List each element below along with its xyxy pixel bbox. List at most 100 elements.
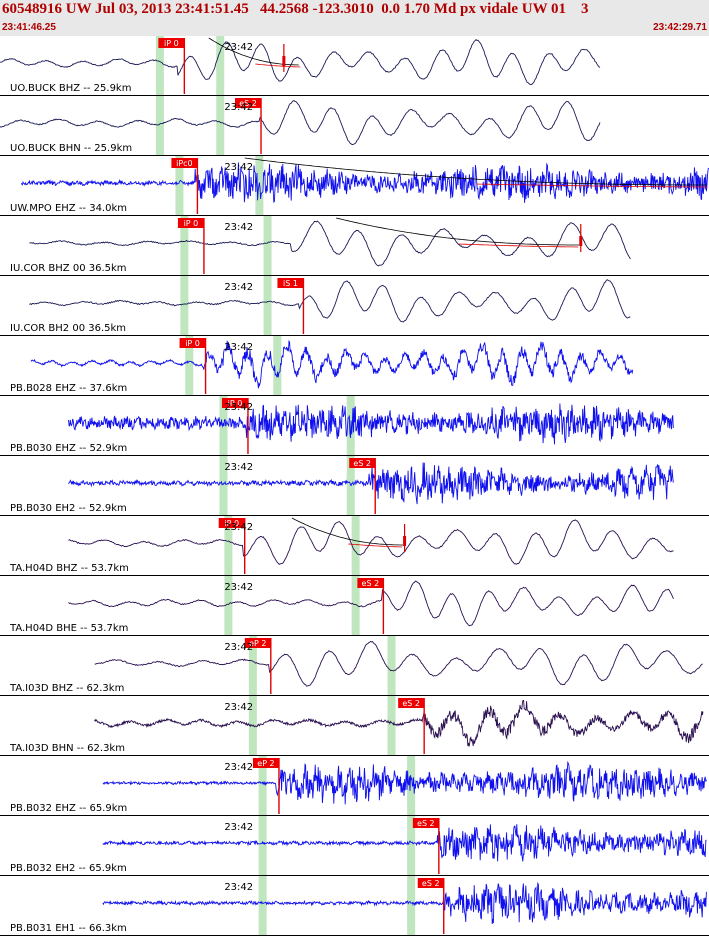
waveform-trace xyxy=(102,760,707,805)
waveform-trace xyxy=(20,162,709,203)
channel-label: UW.MPO EHZ -- 34.0km xyxy=(10,203,127,214)
channel-label: TA.I03D BHZ -- 62.3km xyxy=(9,683,124,694)
green-band xyxy=(180,276,189,335)
channel-label: TA.H04D BHZ -- 53.7km xyxy=(9,563,129,574)
channel-label: PB.B032 EHZ -- 65.9km xyxy=(10,803,127,814)
channel-label: UO.BUCK BHN -- 25.9km xyxy=(10,143,132,154)
green-band xyxy=(185,336,194,395)
minute-tick-label: 23:42 xyxy=(224,762,253,773)
channel-label: UO.BUCK BHZ -- 25.9km xyxy=(10,83,131,94)
waveform-trace xyxy=(94,699,704,747)
minute-tick-label: 23:42 xyxy=(224,42,253,53)
pick-label: iP 0 xyxy=(184,219,199,228)
pick-box xyxy=(349,458,376,468)
trace-panel-11: eP 223:42 TA.I03D BHZ -- 62.3km xyxy=(0,636,709,696)
pick-label: eP 2 xyxy=(249,639,266,648)
waveform-trace xyxy=(68,403,674,445)
pick-label: iP 0 xyxy=(224,519,239,528)
coda-fit-curve xyxy=(458,243,579,248)
pick-label: eS 2 xyxy=(353,459,371,468)
pick-label: eS 2 xyxy=(239,99,257,108)
waveform-trace xyxy=(0,38,601,86)
pick-label: eS 2 xyxy=(422,879,440,888)
amplitude-marker-block xyxy=(282,56,286,66)
coda-curve xyxy=(244,157,707,186)
waveform-trace xyxy=(102,824,707,862)
pick-box xyxy=(357,578,384,588)
pick-label: iS 1 xyxy=(283,279,298,288)
minute-tick-label: 23:42 xyxy=(224,642,253,653)
trace-panel-15: eS 2 23:42 PB.B031 EH1 -- 66.3km xyxy=(0,876,709,936)
pick-box xyxy=(179,338,206,348)
minute-tick-label: 23:42 xyxy=(224,282,253,293)
green-band xyxy=(407,816,416,875)
minute-tick-label: 23:42 xyxy=(224,582,253,593)
channel-label: IU.COR BH2 00 36.5km xyxy=(10,323,126,334)
pick-box xyxy=(221,398,248,408)
minute-tick-label: 23:42 xyxy=(224,882,253,893)
pick-box xyxy=(277,278,304,288)
minute-tick-label: 23:42 xyxy=(224,522,253,533)
trace-panel-6: iP 0 23:42 PB.B028 EHZ -- 37.6km xyxy=(0,336,709,396)
pick-label: iP 0 xyxy=(185,339,200,348)
trace-panel-10: eS 2 23:42 TA.H04D BHE -- 53.7km xyxy=(0,576,709,636)
trace-panel-8: eS 2 23:42 PB.B030 EH2 -- 52.9km xyxy=(0,456,709,516)
minute-tick-label: 23:42 xyxy=(224,822,253,833)
green-band xyxy=(216,36,225,95)
pick-label: iP 0 xyxy=(228,399,243,408)
pick-box xyxy=(252,758,279,768)
coda-fit-curve xyxy=(476,183,708,188)
event-header: 60548916 UW Jul 03, 2013 23:41:51.45 44.… xyxy=(0,0,709,36)
trace-panel-13: eP 2 23:42 PB.B032 EHZ -- 65.9km xyxy=(0,756,709,816)
channel-label: IU.COR BHZ 00 36.5km xyxy=(10,263,127,274)
trace-panel-4: iP 0 23:42 IU.COR BHZ 00 36.5km xyxy=(0,216,709,276)
amplitude-marker-block xyxy=(579,236,583,246)
green-band xyxy=(407,756,416,815)
green-band xyxy=(273,336,282,395)
pick-box xyxy=(417,878,444,888)
green-band xyxy=(387,696,396,755)
minute-tick-label: 23:42 xyxy=(224,162,253,173)
start-time: 23:41:46.25 xyxy=(2,22,56,33)
green-band xyxy=(224,516,233,575)
channel-label: PB.B030 EHZ -- 52.9km xyxy=(10,443,127,454)
green-band xyxy=(155,36,164,95)
event-title: 60548916 UW Jul 03, 2013 23:41:51.45 44.… xyxy=(2,1,589,17)
waveform-trace xyxy=(29,279,631,323)
green-band xyxy=(155,96,164,155)
trace-panel-12: eS 2 23:42 TA.I03D BHN -- 62.3km xyxy=(0,696,709,756)
pick-box xyxy=(177,218,204,228)
channel-label: TA.I03D BHN -- 62.3km xyxy=(9,743,125,754)
coda-curve xyxy=(336,217,580,246)
green-band xyxy=(224,576,233,635)
pick-label: eP 2 xyxy=(257,759,274,768)
pick-box xyxy=(235,98,262,108)
minute-tick-label: 23:42 xyxy=(224,462,253,473)
minute-tick-label: 23:42 xyxy=(224,102,253,113)
waveform-trace xyxy=(102,881,707,925)
green-band xyxy=(263,276,272,335)
trace-panel-14: eS 2 23:42 PB.B032 EH2 -- 65.9km xyxy=(0,816,709,876)
channel-label: PB.B028 EHZ -- 37.6km xyxy=(10,383,127,394)
channel-label: PB.B030 EH2 -- 52.9km xyxy=(10,503,127,514)
green-band xyxy=(407,876,416,935)
green-band xyxy=(175,156,184,215)
pick-label: eS 2 xyxy=(362,579,380,588)
trace-panel-3: iPc0 23:42 UW.MPO EHZ -- 34.0km xyxy=(0,156,709,216)
green-band xyxy=(216,96,225,155)
pick-box xyxy=(398,698,425,708)
green-band xyxy=(248,636,257,695)
minute-tick-label: 23:42 xyxy=(224,702,253,713)
pick-box xyxy=(171,158,198,168)
coda-curve xyxy=(291,517,403,546)
green-band xyxy=(351,576,360,635)
green-band xyxy=(258,756,267,815)
green-band xyxy=(263,216,272,275)
minute-tick-label: 23:42 xyxy=(224,342,253,353)
waveform-trace xyxy=(29,220,631,267)
green-band xyxy=(258,876,267,935)
green-band xyxy=(387,636,396,695)
pick-label: iP 0 xyxy=(164,39,179,48)
